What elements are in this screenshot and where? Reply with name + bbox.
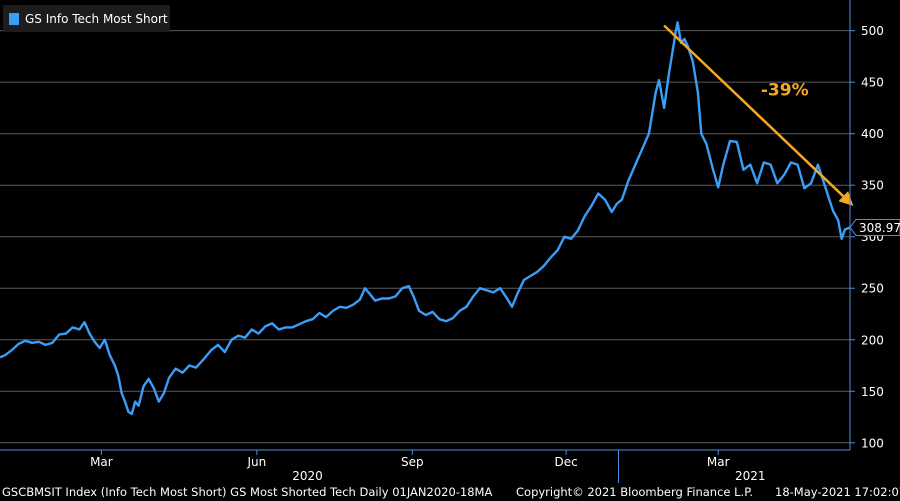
year-label: 2021 [735, 469, 766, 483]
footer: GSCBMSIT Index (Info Tech Most Short) GS… [0, 485, 900, 501]
year-label: 2020 [292, 469, 323, 483]
y-tick-label: 450 [861, 76, 884, 90]
x-tick-label: Dec [554, 455, 577, 469]
annotation-label: -39% [761, 81, 809, 101]
legend-swatch [9, 13, 19, 25]
x-tick-label: Sep [401, 455, 424, 469]
y-tick-label: 150 [861, 385, 884, 399]
x-tick-label: Mar [90, 455, 113, 469]
footer-copyright: Copyright© 2021 Bloomberg Finance L.P. [516, 485, 753, 499]
x-axis: Mar Jun Sep Dec Mar 2020 2021 [0, 450, 850, 483]
gridlines [0, 31, 850, 443]
footer-timestamp: 18-May-2021 17:02:07 [775, 485, 900, 499]
legend: GS Info Tech Most Short [3, 5, 170, 32]
footer-source: GSCBMSIT Index (Info Tech Most Short) GS… [2, 485, 492, 499]
x-tick-label: Jun [246, 455, 266, 469]
y-tick-label: 350 [861, 179, 884, 193]
y-tick-label: 400 [861, 127, 884, 141]
y-tick-label: 100 [861, 436, 884, 450]
y-tick-label: 200 [861, 333, 884, 347]
legend-label: GS Info Tech Most Short [25, 12, 168, 26]
x-tick-label: Mar [707, 455, 730, 469]
y-tick-label: 500 [861, 24, 884, 38]
last-value-label: 308.97 [859, 221, 900, 235]
y-tick-label: 250 [861, 282, 884, 296]
